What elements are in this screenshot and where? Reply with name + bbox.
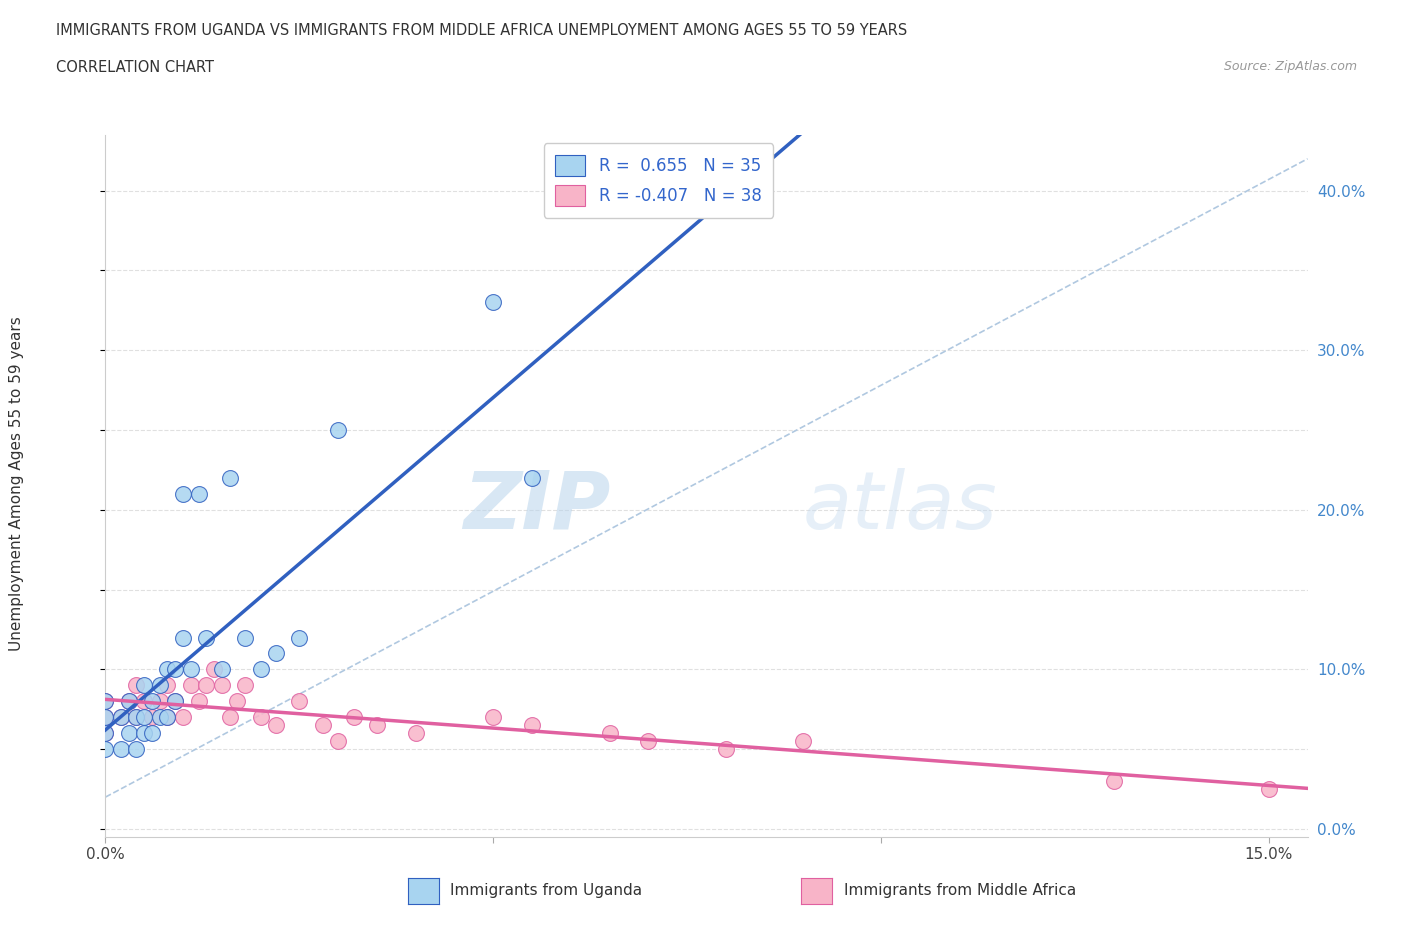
Point xyxy=(156,710,179,724)
Point xyxy=(156,678,179,693)
Point xyxy=(311,718,333,733)
Point xyxy=(202,662,225,677)
Point xyxy=(172,486,194,501)
Point xyxy=(118,694,141,709)
Point xyxy=(326,734,349,749)
Point xyxy=(211,662,233,677)
Point xyxy=(118,694,141,709)
Point xyxy=(792,734,814,749)
Point xyxy=(94,694,117,709)
Point xyxy=(94,742,117,757)
Point xyxy=(94,710,117,724)
Point xyxy=(134,694,156,709)
Point xyxy=(149,710,172,724)
Point xyxy=(165,694,187,709)
Point xyxy=(165,662,187,677)
Point xyxy=(482,295,505,310)
Point xyxy=(1102,774,1125,789)
Point xyxy=(482,710,505,724)
Point xyxy=(249,710,271,724)
Point xyxy=(249,662,271,677)
Point xyxy=(366,718,388,733)
Point xyxy=(520,718,543,733)
Legend: R =  0.655   N = 35, R = -0.407   N = 38: R = 0.655 N = 35, R = -0.407 N = 38 xyxy=(544,143,773,218)
Text: Immigrants from Middle Africa: Immigrants from Middle Africa xyxy=(844,884,1076,898)
Point xyxy=(714,742,737,757)
Point xyxy=(134,710,156,724)
Point xyxy=(405,725,427,740)
Text: Unemployment Among Ages 55 to 59 years: Unemployment Among Ages 55 to 59 years xyxy=(10,316,24,651)
Point xyxy=(156,710,179,724)
Point xyxy=(637,734,659,749)
Point xyxy=(233,678,256,693)
Point xyxy=(1257,782,1279,797)
Point xyxy=(94,694,117,709)
Text: Source: ZipAtlas.com: Source: ZipAtlas.com xyxy=(1223,60,1357,73)
Point xyxy=(149,694,172,709)
Point xyxy=(141,725,163,740)
Point xyxy=(141,710,163,724)
Point xyxy=(94,710,117,724)
Point xyxy=(343,710,366,724)
Point xyxy=(165,694,187,709)
Text: Immigrants from Uganda: Immigrants from Uganda xyxy=(450,884,643,898)
Text: IMMIGRANTS FROM UGANDA VS IMMIGRANTS FROM MIDDLE AFRICA UNEMPLOYMENT AMONG AGES : IMMIGRANTS FROM UGANDA VS IMMIGRANTS FRO… xyxy=(56,23,907,38)
Point xyxy=(141,694,163,709)
Point xyxy=(125,742,148,757)
Point xyxy=(187,694,209,709)
Point xyxy=(125,678,148,693)
Point xyxy=(180,678,202,693)
Text: CORRELATION CHART: CORRELATION CHART xyxy=(56,60,214,75)
Point xyxy=(110,710,132,724)
Point xyxy=(172,631,194,645)
Point xyxy=(94,725,117,740)
Text: ZIP: ZIP xyxy=(463,468,610,546)
Point xyxy=(218,471,240,485)
Point xyxy=(149,678,172,693)
Point xyxy=(187,486,209,501)
Point xyxy=(125,710,148,724)
Point xyxy=(156,662,179,677)
Point xyxy=(233,631,256,645)
Point xyxy=(288,631,311,645)
Point xyxy=(180,662,202,677)
Point xyxy=(172,710,194,724)
Point xyxy=(110,742,132,757)
Point xyxy=(599,725,621,740)
Point xyxy=(125,710,148,724)
Point xyxy=(218,710,240,724)
Point xyxy=(264,646,287,661)
Point xyxy=(195,678,218,693)
Point xyxy=(118,725,141,740)
Point xyxy=(226,694,249,709)
Point xyxy=(195,631,218,645)
Point xyxy=(134,678,156,693)
Text: atlas: atlas xyxy=(803,468,997,546)
Point xyxy=(520,471,543,485)
Point xyxy=(326,422,349,437)
Point xyxy=(94,725,117,740)
Point xyxy=(264,718,287,733)
Point xyxy=(288,694,311,709)
Point xyxy=(211,678,233,693)
Point xyxy=(134,725,156,740)
Point xyxy=(110,710,132,724)
